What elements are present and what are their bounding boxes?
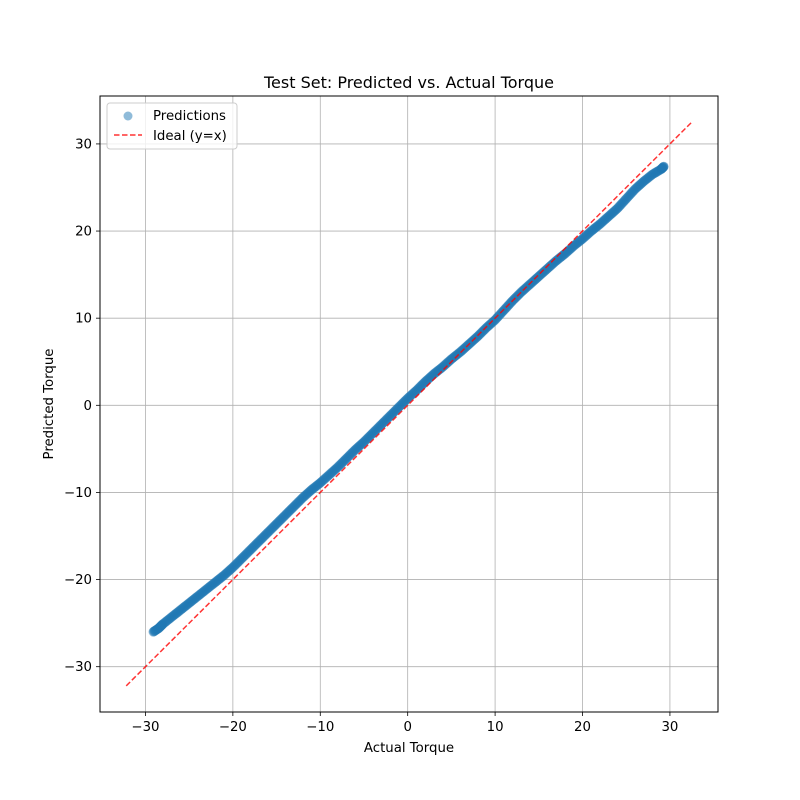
y-tick-label: −10 <box>64 486 92 501</box>
scatter-points <box>148 161 669 637</box>
legend-box <box>106 102 238 150</box>
x-tick-label: 30 <box>661 720 678 735</box>
legend-label-predictions: Predictions <box>153 109 226 124</box>
y-tick-label: 30 <box>75 137 92 152</box>
legend: Predictions Ideal (y=x) <box>106 102 238 150</box>
plot-frame <box>99 95 719 713</box>
x-axis-label: Actual Torque <box>364 741 454 756</box>
y-tick-label: 0 <box>84 399 92 414</box>
x-tick-label: 20 <box>574 720 591 735</box>
grid <box>100 96 718 712</box>
legend-marker-predictions <box>123 111 133 121</box>
x-tick-label: 0 <box>403 720 411 735</box>
ideal-line <box>125 121 693 687</box>
ideal-line-layer <box>125 121 693 687</box>
data-point <box>659 161 669 172</box>
chart-title: Test Set: Predicted vs. Actual Torque <box>263 73 554 92</box>
y-tick-label: −20 <box>64 573 92 588</box>
legend-label-ideal: Ideal (y=x) <box>153 129 227 144</box>
x-tick-label: 10 <box>487 720 504 735</box>
x-tick-label: −30 <box>131 720 159 735</box>
x-tick-label: −10 <box>306 720 334 735</box>
y-tick-label: −30 <box>64 660 92 675</box>
y-tick-label: 10 <box>75 312 92 327</box>
y-axis-label: Predicted Torque <box>42 349 57 460</box>
y-tick-label: 20 <box>75 225 92 240</box>
axis-ticks: −30 −20 −10 0 10 20 30 −30 −20 −10 0 10 20 30 <box>64 137 678 735</box>
x-tick-label: −20 <box>219 720 247 735</box>
